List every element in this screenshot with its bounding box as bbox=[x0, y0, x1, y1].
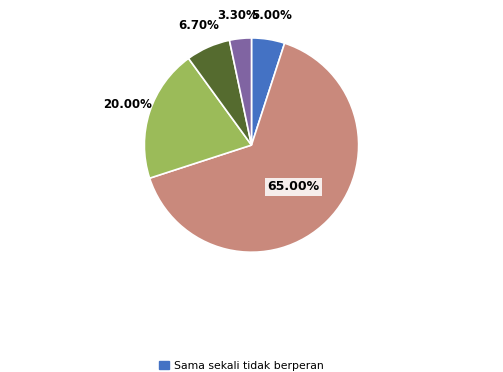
Text: 5.00%: 5.00% bbox=[252, 9, 292, 22]
Wedge shape bbox=[144, 58, 252, 178]
Text: 65.00%: 65.00% bbox=[267, 180, 319, 193]
Legend: Sama sekali tidak berperan, Hanya sebagian kecil berperan, Hanya sebagian saja b: Sama sekali tidak berperan, Hanya sebagi… bbox=[156, 357, 347, 372]
Wedge shape bbox=[229, 38, 252, 145]
Text: 20.00%: 20.00% bbox=[103, 98, 151, 111]
Wedge shape bbox=[149, 43, 359, 252]
Wedge shape bbox=[189, 40, 252, 145]
Text: 6.70%: 6.70% bbox=[178, 19, 219, 32]
Wedge shape bbox=[252, 38, 285, 145]
Text: 3.30%: 3.30% bbox=[218, 9, 259, 22]
